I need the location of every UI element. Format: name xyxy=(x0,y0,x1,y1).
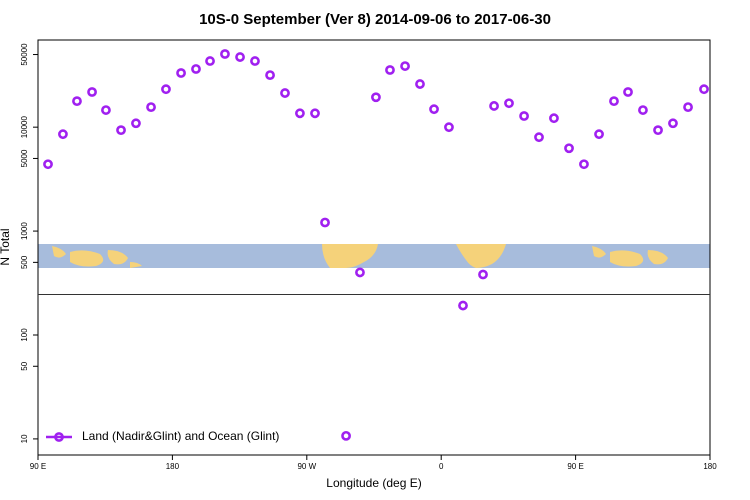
point xyxy=(205,56,215,66)
point xyxy=(623,87,633,97)
point xyxy=(478,269,488,280)
map-strip xyxy=(38,244,710,268)
point xyxy=(131,118,141,129)
point xyxy=(638,105,648,115)
point xyxy=(504,98,514,109)
x-tick-label: 90 W xyxy=(297,462,316,471)
point xyxy=(191,64,201,74)
point xyxy=(609,96,619,107)
point xyxy=(549,113,559,124)
point xyxy=(116,125,126,136)
point xyxy=(341,430,351,441)
point xyxy=(519,111,529,121)
x-tick-label: 180 xyxy=(703,462,717,471)
y-axis-label: N Total xyxy=(0,228,12,265)
point xyxy=(458,300,468,311)
y-tick-label: 50000 xyxy=(20,43,29,66)
point xyxy=(371,92,381,103)
point xyxy=(355,267,365,278)
y-tick-label: 50 xyxy=(20,361,29,370)
point xyxy=(385,65,395,75)
legend-marker xyxy=(54,432,64,442)
point xyxy=(400,61,410,71)
point xyxy=(668,118,678,129)
point xyxy=(594,129,604,140)
point xyxy=(683,102,693,112)
y-tick-label: 10 xyxy=(20,434,29,443)
point xyxy=(653,125,663,136)
x-tick-label: 90 E xyxy=(30,462,46,471)
point xyxy=(101,105,111,115)
point xyxy=(489,101,499,111)
x-axis-label: Longitude (deg E) xyxy=(326,476,421,490)
point xyxy=(295,108,305,119)
point xyxy=(310,108,320,119)
point xyxy=(161,84,171,95)
plot-frame xyxy=(37,39,711,456)
point xyxy=(534,132,544,143)
y-tick-label: 10000 xyxy=(20,115,29,138)
x-tick-label: 180 xyxy=(166,462,180,471)
point xyxy=(564,143,574,154)
point xyxy=(579,159,589,170)
point xyxy=(265,70,275,81)
y-tick-label: 5000 xyxy=(20,149,29,167)
point xyxy=(72,96,82,107)
y-tick-label: 1000 xyxy=(20,222,29,240)
point xyxy=(280,88,290,98)
point xyxy=(87,87,97,97)
point xyxy=(444,122,454,133)
point xyxy=(699,84,709,95)
chart-title: 10S-0 September (Ver 8) 2014-09-06 to 20… xyxy=(199,11,551,28)
point xyxy=(220,49,230,59)
y-tick-label: 100 xyxy=(20,328,29,342)
point xyxy=(43,159,53,170)
y-tick-label: 500 xyxy=(20,255,29,269)
point xyxy=(415,79,425,89)
point xyxy=(146,102,156,112)
point xyxy=(429,104,439,115)
point xyxy=(176,68,186,78)
point xyxy=(250,56,260,66)
x-tick-label: 0 xyxy=(439,462,444,471)
x-tick-label: 90 E xyxy=(567,462,583,471)
legend-label: Land (Nadir&Glint) and Ocean (Glint) xyxy=(82,429,279,443)
point xyxy=(235,52,245,62)
point xyxy=(58,129,68,140)
point xyxy=(320,217,330,228)
